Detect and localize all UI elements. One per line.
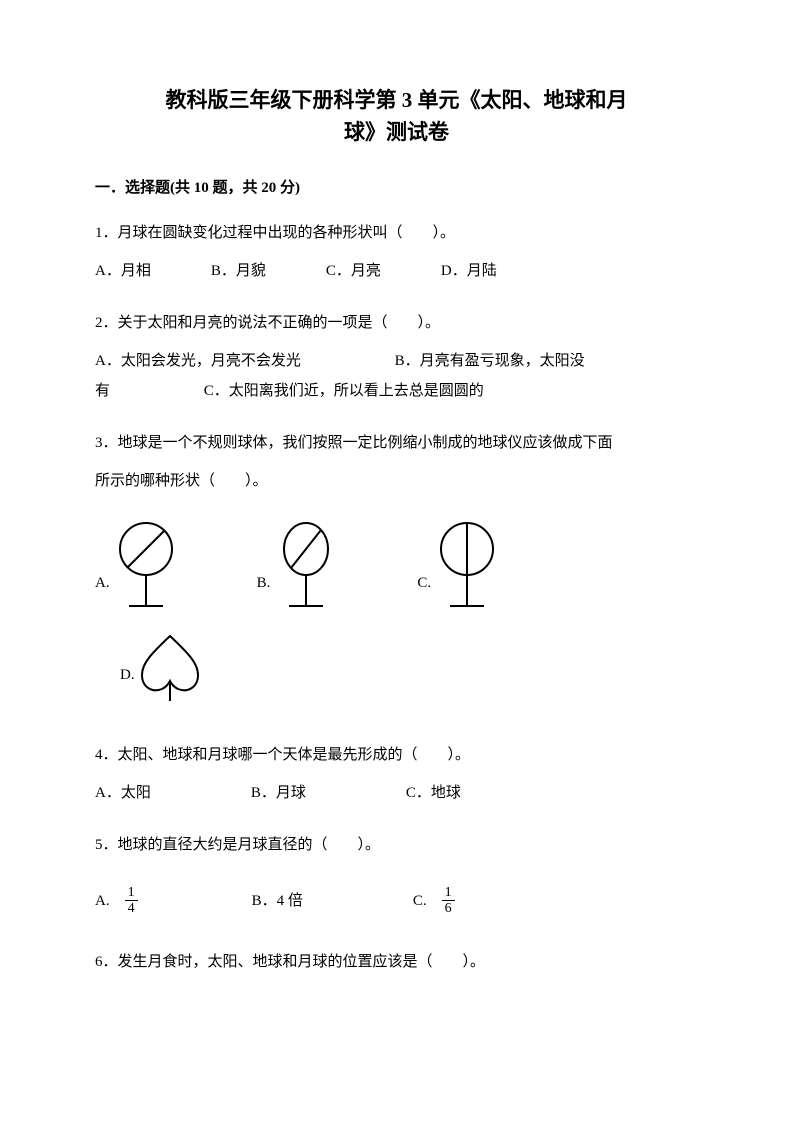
question-3: 3．地球是一个不规则球体，我们按照一定比例缩小制成的地球仪应该做成下面 所示的哪…	[95, 428, 698, 705]
question-1: 1．月球在圆缺变化过程中出现的各种形状叫（ ）。 A．月相 B．月貌 C．月亮 …	[95, 218, 698, 286]
q3-labelB: B.	[257, 568, 271, 598]
q2-text: 2．关于太阳和月亮的说法不正确的一项是（ ）。	[95, 308, 698, 338]
q1-optD: D．月陆	[441, 256, 497, 286]
q5-labelA: A.	[95, 886, 110, 916]
title-line1: 教科版三年级下册科学第 3 单元《太阳、地球和月	[166, 88, 628, 112]
q2-options: A．太阳会发光，月亮不会发光 B．月亮有盈亏现象，太阳没 有 C．太阳离我们近，…	[95, 346, 698, 406]
fraction-a: 1 4	[125, 885, 138, 917]
globe-icon-a	[115, 521, 177, 613]
q1-optB: B．月貌	[211, 256, 266, 286]
q1-optC: C．月亮	[326, 256, 381, 286]
q3-optC: C.	[417, 521, 498, 613]
q3-text1: 3．地球是一个不规则球体，我们按照一定比例缩小制成的地球仪应该做成下面	[95, 428, 698, 458]
globe-icon-c	[436, 521, 498, 613]
q3-text2: 所示的哪种形状（ ）。	[95, 466, 698, 496]
q2-optA: A．太阳会发光，月亮不会发光	[95, 353, 301, 369]
q2-optB: B．月亮有盈亏现象，太阳没	[395, 353, 585, 369]
q5-optB: B．4 倍	[252, 886, 303, 916]
q4-options: A．太阳 B．月球 C．地球	[95, 778, 698, 808]
question-5: 5．地球的直径大约是月球直径的（ ）。 A. 1 4 B．4 倍 C. 1 6	[95, 830, 698, 917]
globe-icon-b	[275, 521, 337, 613]
q3-labelA: A.	[95, 568, 110, 598]
q3-optB: B.	[257, 521, 338, 613]
q1-text: 1．月球在圆缺变化过程中出现的各种形状叫（ ）。	[95, 218, 698, 248]
question-4: 4．太阳、地球和月球哪一个天体是最先形成的（ ）。 A．太阳 B．月球 C．地球	[95, 740, 698, 808]
q6-text: 6．发生月食时，太阳、地球和月球的位置应该是（ ）。	[95, 947, 698, 977]
q3-labelC: C.	[417, 568, 431, 598]
q4-optC: C．地球	[406, 778, 461, 808]
q5-text: 5．地球的直径大约是月球直径的（ ）。	[95, 830, 698, 860]
q2-optB2: 有	[95, 383, 110, 399]
q4-optA: A．太阳	[95, 778, 151, 808]
q5-optB-text: B．4 倍	[252, 886, 303, 916]
q1-optA: A．月相	[95, 256, 151, 286]
q5-optA: A. 1 4	[95, 885, 142, 917]
fracA-num: 1	[125, 885, 138, 901]
question-6: 6．发生月食时，太阳、地球和月球的位置应该是（ ）。	[95, 947, 698, 977]
section-heading: 一．选择题(共 10 题，共 20 分)	[95, 176, 698, 200]
fracC-den: 6	[442, 901, 455, 916]
q1-options: A．月相 B．月貌 C．月亮 D．月陆	[95, 256, 698, 286]
fraction-c: 1 6	[442, 885, 455, 917]
q4-text: 4．太阳、地球和月球哪一个天体是最先形成的（ ）。	[95, 740, 698, 770]
question-2: 2．关于太阳和月亮的说法不正确的一项是（ ）。 A．太阳会发光，月亮不会发光 B…	[95, 308, 698, 406]
q3-options-row1: A. B. C.	[95, 521, 698, 613]
q5-labelC: C.	[413, 886, 427, 916]
q3-optA: A.	[95, 521, 177, 613]
fracA-den: 4	[125, 901, 138, 916]
q3-options-row2: D.	[120, 633, 698, 705]
q5-options: A. 1 4 B．4 倍 C. 1 6	[95, 885, 698, 917]
page-title: 教科版三年级下册科学第 3 单元《太阳、地球和月 球》测试卷	[95, 85, 698, 148]
q3-labelD: D.	[120, 660, 135, 690]
fracC-num: 1	[442, 885, 455, 901]
q4-optB: B．月球	[251, 778, 306, 808]
q5-optC: C. 1 6	[413, 885, 459, 917]
spade-icon	[140, 633, 200, 705]
title-line2: 球》测试卷	[344, 120, 449, 144]
q2-optC: C．太阳离我们近，所以看上去总是圆圆的	[204, 383, 484, 399]
